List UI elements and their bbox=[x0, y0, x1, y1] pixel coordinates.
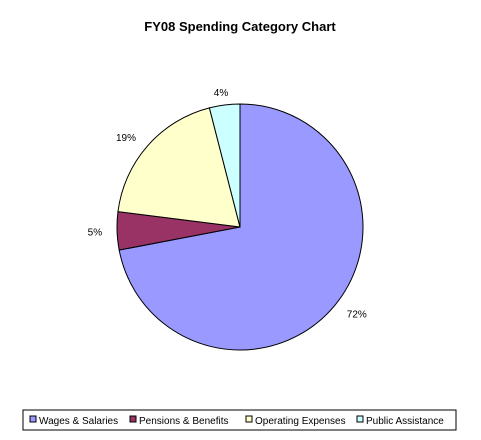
slice-labels: 72% 5% 19% 4% bbox=[88, 88, 367, 321]
legend-swatch-operating-expenses bbox=[245, 415, 253, 423]
chart-title: FY08 Spending Category Chart bbox=[144, 19, 336, 34]
legend-border bbox=[22, 409, 457, 431]
pie-slices bbox=[116, 103, 364, 351]
legend-swatch-pensions-benefits bbox=[129, 415, 137, 423]
legend-swatch-public-assistance bbox=[356, 415, 364, 423]
legend-label-public-assistance: Public Assistance bbox=[366, 416, 444, 427]
slice-label-public-assistance: 4% bbox=[214, 88, 229, 99]
slice-label-wages-salaries: 72% bbox=[347, 310, 367, 321]
legend-label-pensions-benefits: Pensions & Benefits bbox=[139, 416, 229, 427]
slice-label-operating-expenses: 19% bbox=[116, 133, 136, 144]
legend-label-wages-salaries: Wages & Salaries bbox=[39, 416, 118, 427]
legend-label-operating-expenses: Operating Expenses bbox=[255, 416, 346, 427]
legend: Wages & Salaries Pensions & Benefits Opera… bbox=[22, 409, 457, 431]
pie-slice-public-assistance bbox=[208, 103, 241, 228]
slice-label-pensions-benefits: 5% bbox=[88, 227, 103, 238]
legend-swatch-wages-salaries bbox=[29, 415, 37, 423]
pie-slice-operating-expenses bbox=[117, 107, 241, 228]
pie-slice-wages-salaries bbox=[118, 103, 364, 351]
